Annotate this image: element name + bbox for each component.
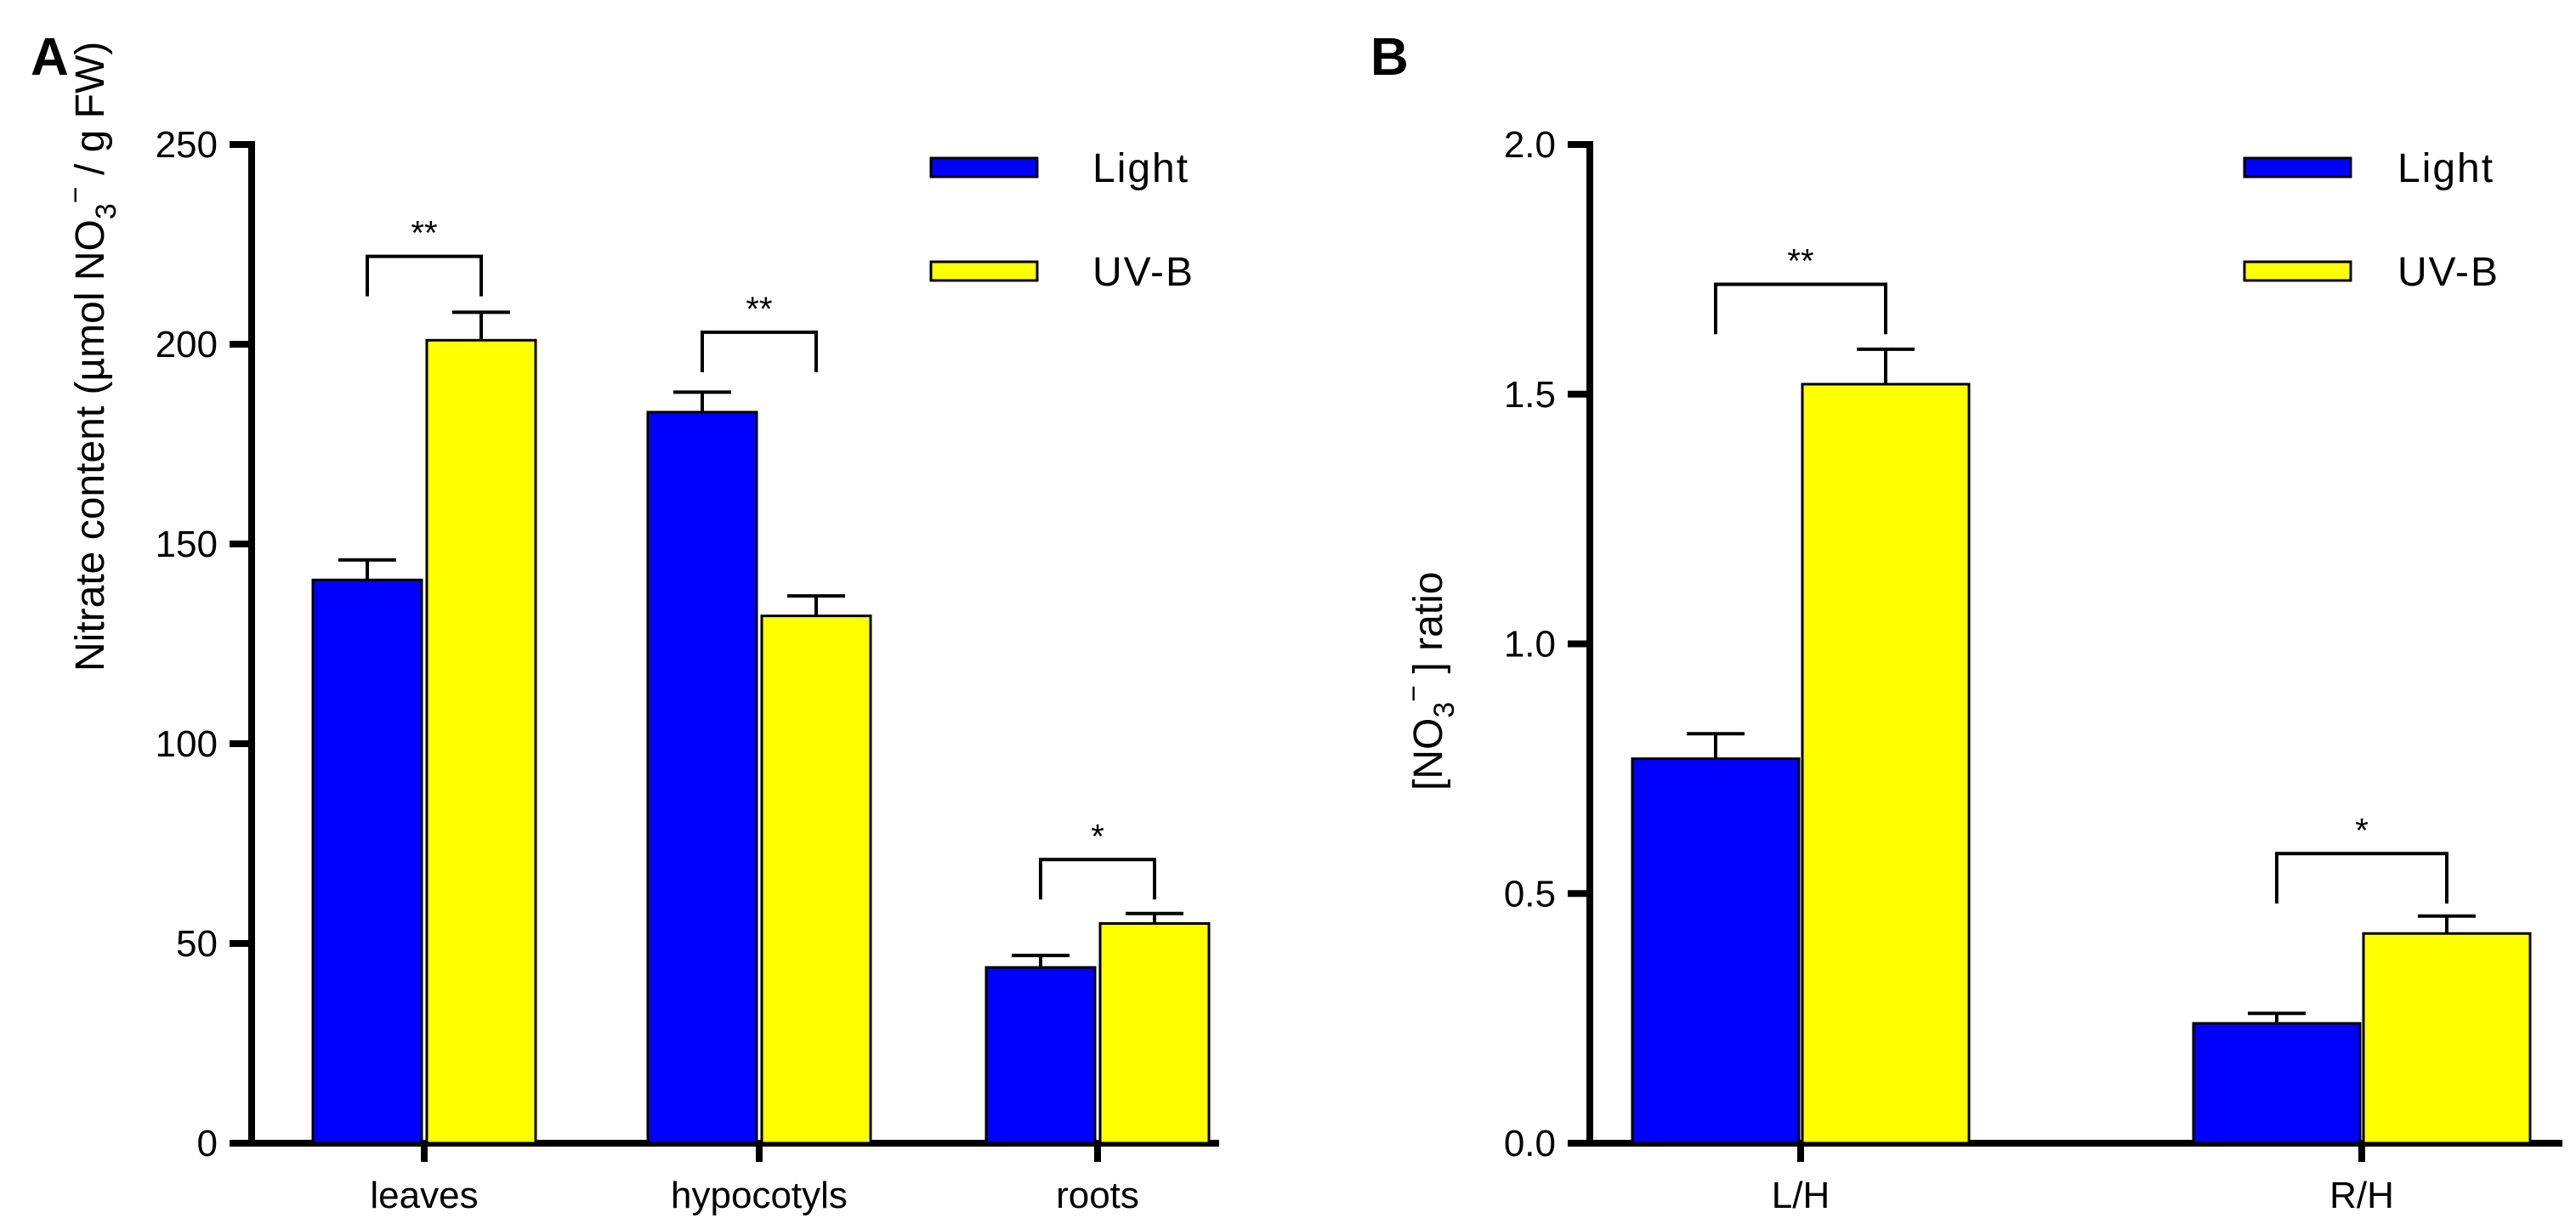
y-tick-label: 250: [156, 124, 218, 166]
significance-label: **: [411, 215, 437, 252]
x-tick-label: leaves: [370, 1175, 478, 1216]
x-tick-label: roots: [1056, 1175, 1139, 1216]
panel-label-a: A: [31, 28, 69, 87]
x-tick-label: hypocotyls: [671, 1175, 848, 1216]
legend-swatch-uv-b: [2243, 260, 2352, 282]
bar-uv-b-2: [1098, 922, 1211, 1145]
y-tick-label: 0.5: [1504, 873, 1556, 915]
legend-swatch-light: [2243, 156, 2352, 178]
y-tick-label: 50: [176, 923, 218, 965]
y-tick-label: 0.0: [1504, 1123, 1556, 1164]
significance-bracket: [2275, 852, 2448, 904]
y-axis-title-b: [NO3− ] ratio: [1398, 571, 1461, 790]
bar-light-1: [2192, 1022, 2362, 1145]
y-tick-label: 1.0: [1504, 624, 1556, 666]
y-tick-label: 1.5: [1504, 374, 1556, 416]
y-tick-label: 200: [156, 324, 218, 365]
bar-light-1: [646, 411, 758, 1145]
legend-label-uv-b: UV-B: [1092, 250, 1194, 295]
y-tick-label: 100: [156, 723, 218, 765]
y-axis-title-a: Nitrate content (µmol NO3− / g FW): [60, 42, 122, 671]
significance-label: *: [1091, 818, 1104, 855]
bar-uv-b-1: [2362, 932, 2532, 1145]
bar-light-2: [984, 966, 1097, 1145]
significance-label: **: [1787, 243, 1813, 280]
significance-bracket: [701, 330, 818, 372]
panel-label-b: B: [1370, 28, 1409, 87]
legend-label-light: Light: [1092, 146, 1189, 191]
y-tick-label: 150: [156, 524, 218, 565]
legend-swatch-light: [929, 156, 1039, 178]
bar-light-0: [1631, 757, 1801, 1145]
legend-swatch-uv-b: [929, 260, 1039, 282]
significance-bracket: [1714, 282, 1887, 335]
significance-bracket: [1039, 858, 1156, 900]
significance-bracket: [366, 254, 483, 297]
significance-label: *: [2355, 812, 2369, 849]
x-tick-label: R/H: [2329, 1175, 2394, 1216]
bar-uv-b-0: [425, 338, 537, 1145]
bar-uv-b-0: [1801, 382, 1971, 1145]
significance-label: **: [746, 291, 772, 328]
y-tick-label: 2.0: [1504, 124, 1556, 166]
bar-uv-b-1: [760, 615, 872, 1145]
x-tick-label: L/H: [1772, 1175, 1830, 1216]
bar-light-0: [311, 578, 423, 1145]
legend-label-uv-b: UV-B: [2397, 250, 2499, 295]
y-tick-label: 0: [197, 1123, 218, 1164]
legend-label-light: Light: [2397, 146, 2494, 191]
